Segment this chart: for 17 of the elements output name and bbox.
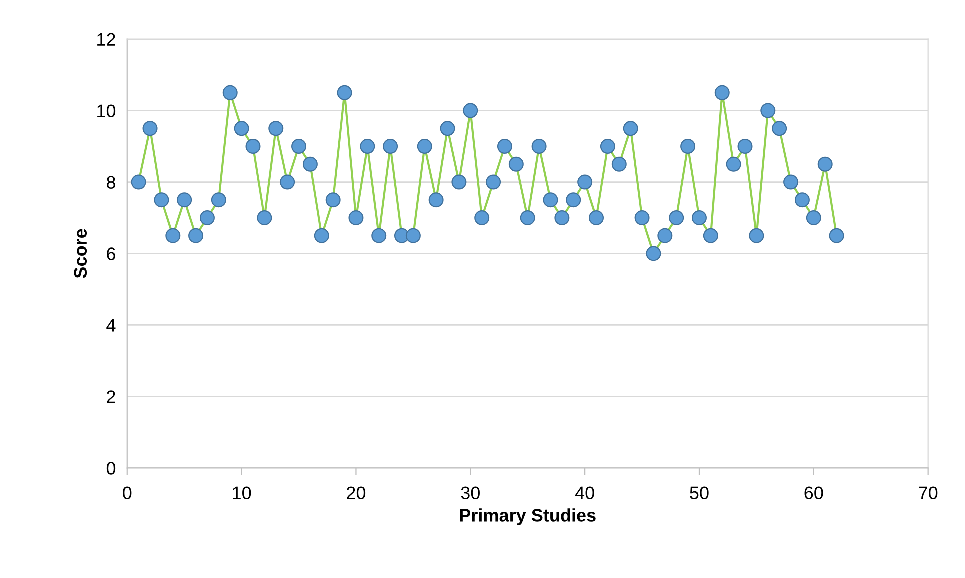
y-tick-label: 6: [107, 248, 116, 260]
x-axis-title: Primary Studies: [460, 508, 596, 526]
x-tick-label: 0: [123, 486, 132, 500]
x-tick-label: 40: [575, 486, 594, 500]
x-tick-label: 20: [347, 486, 366, 500]
y-tick-label: 10: [98, 104, 116, 118]
y-tick-label: 12: [98, 33, 116, 46]
y-tick-label: 8: [107, 176, 116, 189]
x-tick-label: 70: [919, 486, 938, 500]
y-axis-title: Score: [74, 229, 88, 278]
x-tick-label: 10: [233, 486, 252, 500]
x-tick-label: 60: [804, 486, 824, 500]
y-tick-label: 2: [107, 390, 116, 404]
x-tick-label: 50: [690, 486, 709, 500]
x-tick-label: 30: [461, 486, 480, 500]
y-tick-label: 0: [106, 462, 116, 475]
y-tick-label: 4: [106, 319, 116, 332]
